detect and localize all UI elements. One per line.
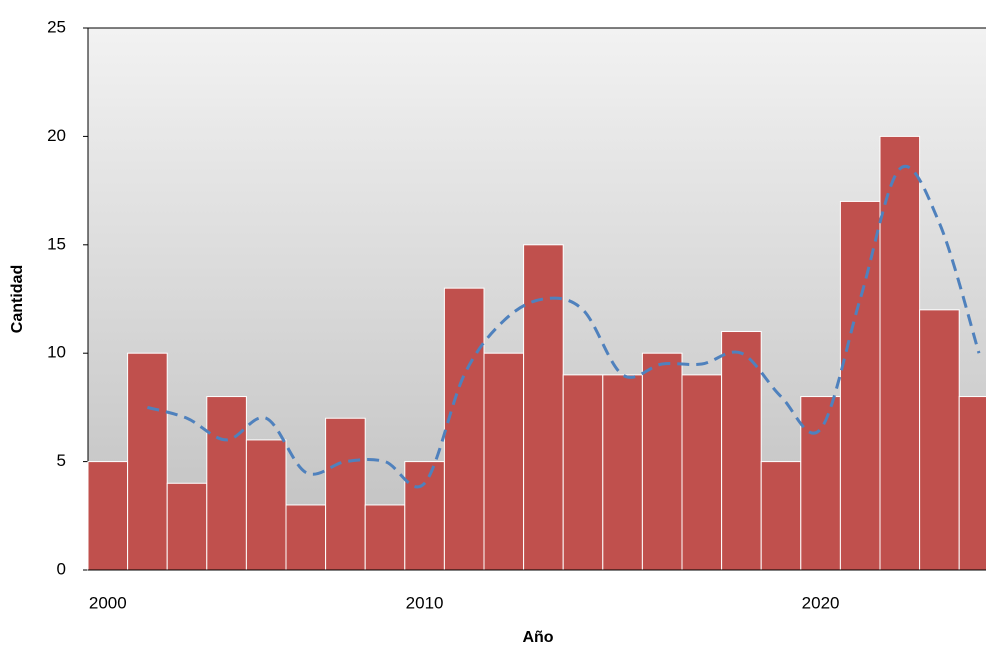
bar	[87, 461, 129, 571]
y-tick-label: 0	[57, 559, 66, 578]
bar	[523, 244, 564, 571]
y-tick-label: 15	[47, 234, 66, 253]
y-axis-title: Cantidad	[9, 265, 26, 333]
bar	[364, 504, 406, 571]
bar	[483, 352, 525, 571]
bar	[760, 461, 802, 571]
bar	[800, 396, 841, 571]
bar	[127, 352, 168, 571]
y-tick-label: 25	[47, 17, 66, 36]
bar	[166, 482, 208, 571]
x-axis-title: Año	[522, 629, 553, 646]
bar	[245, 439, 287, 571]
bar	[721, 331, 762, 571]
bar	[206, 396, 247, 571]
bar	[404, 461, 445, 571]
x-tick-label: 2010	[406, 593, 444, 612]
y-tick-label: 5	[57, 451, 66, 470]
bar	[602, 374, 643, 571]
bar	[919, 309, 960, 571]
y-tick-label: 20	[47, 126, 66, 145]
bar	[641, 352, 683, 571]
bar	[839, 200, 881, 571]
bar	[285, 504, 327, 571]
y-tick-label: 10	[47, 343, 66, 362]
x-tick-label: 2000	[89, 593, 127, 612]
bar	[562, 374, 604, 571]
x-tick-label: 2020	[802, 593, 840, 612]
bar	[443, 287, 485, 571]
bar	[325, 417, 366, 571]
trend-line	[147, 165, 981, 489]
bar	[681, 374, 723, 571]
bar	[958, 396, 986, 571]
